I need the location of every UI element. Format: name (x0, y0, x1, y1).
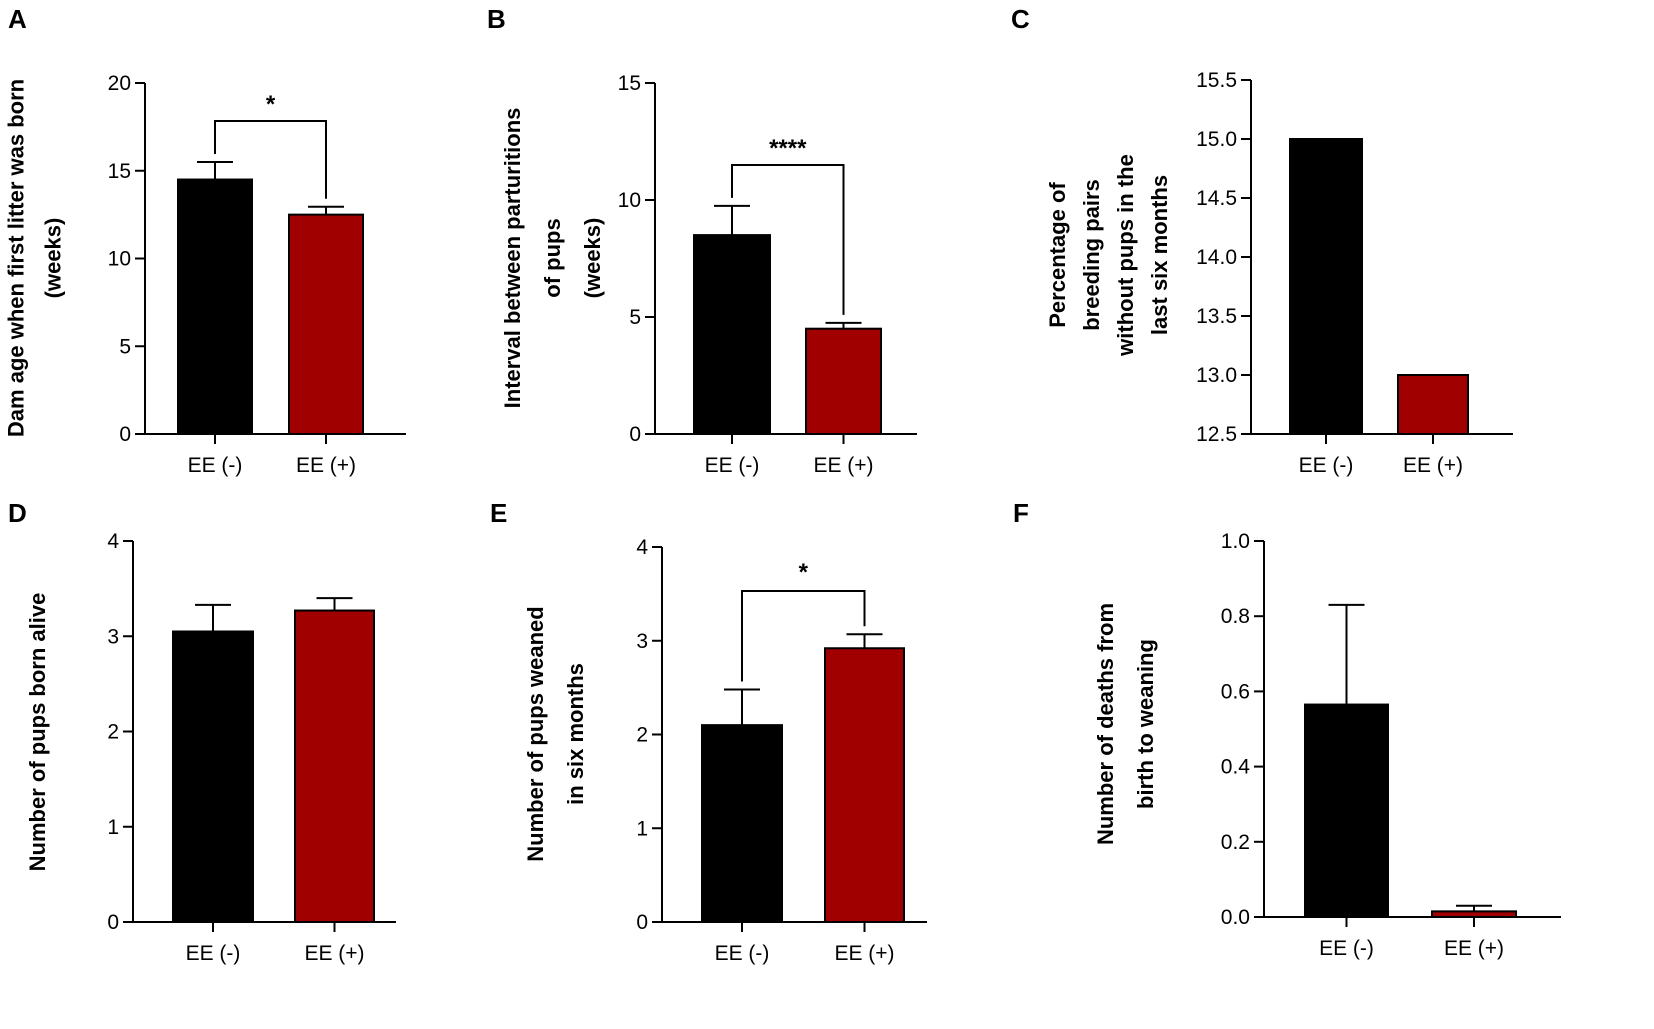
significance-label: **** (769, 135, 807, 162)
y-axis-label-line: in six months (563, 663, 588, 805)
bar-ee-plus (1397, 374, 1469, 435)
y-axis-label-line: last six months (1147, 175, 1172, 335)
bar-ee-minus (701, 724, 783, 923)
y-tick-label: 14.5 (1196, 187, 1237, 210)
panel-f: F 0.0 0.2 0.4 0.6 0.8 1.0 EE (-) EE (+) Number of… (1013, 498, 1561, 960)
y-tick-label: 13.5 (1196, 305, 1237, 328)
bar-ee-minus (693, 234, 771, 435)
y-axis-label: Percentage of breeding pairs without pups … (1045, 154, 1172, 357)
panel-e: E 0 1 2 3 4 EE (-) EE (+) * Number of pups weaned… (490, 498, 927, 965)
y-tick-label: 0.2 (1221, 831, 1250, 854)
bar-ee-plus (824, 647, 905, 923)
y-tick-label: 2 (636, 724, 648, 747)
y-tick-label: 20 (108, 72, 131, 95)
y-tick-label: 15.0 (1196, 128, 1237, 151)
x-tick-label: EE (-) (705, 454, 760, 477)
y-tick-label: 5 (629, 306, 641, 329)
bar-ee-minus (172, 630, 254, 923)
y-axis-label-line: Percentage of (1045, 182, 1070, 328)
y-tick-label: 5 (119, 335, 131, 358)
y-tick-label: 1 (636, 817, 648, 840)
bar-ee-minus (1289, 138, 1363, 435)
panel-letter: F (1013, 498, 1029, 528)
y-axis-label: Interval between parturitions of pups (wee… (500, 108, 605, 409)
y-axis-label-line: of pups (540, 218, 565, 297)
y-tick-label: 10 (108, 248, 131, 271)
y-tick-label: 0.0 (1221, 906, 1250, 929)
y-axis-label: Number of deaths from birth to weaning (1093, 603, 1158, 845)
bar-ee-minus (177, 178, 253, 435)
x-tick-label: EE (+) (1403, 454, 1463, 477)
y-tick-label: 0 (629, 423, 641, 446)
bar-ee-plus (1431, 910, 1517, 918)
y-axis-label: Number of pups born alive (25, 593, 50, 872)
y-axis-label-line: breeding pairs (1079, 179, 1104, 331)
panel-letter: B (487, 4, 506, 34)
y-axis-label-line: without pups in the (1113, 154, 1138, 357)
y-tick-label: 0 (107, 911, 119, 934)
y-tick-label: 3 (636, 630, 648, 653)
significance-label: * (799, 559, 809, 586)
panel-letter: E (490, 498, 507, 528)
bar-ee-plus (288, 213, 364, 435)
y-axis-label-line: Number of deaths from (1093, 603, 1118, 845)
y-axis-label-line: (weeks) (41, 218, 66, 299)
y-axis-label-line: Number of pups born alive (25, 593, 50, 872)
y-tick-label: 2 (107, 721, 119, 744)
x-tick-label: EE (+) (296, 454, 356, 477)
y-tick-label: 4 (636, 536, 648, 559)
panel-letter: D (8, 498, 27, 528)
panel-letter: C (1011, 4, 1030, 34)
y-tick-label: 0.8 (1221, 605, 1250, 628)
y-tick-label: 1 (107, 816, 119, 839)
bar-ee-plus (805, 327, 882, 436)
y-tick-label: 10 (618, 189, 641, 212)
x-tick-label: EE (+) (834, 942, 894, 965)
significance-bracket (731, 164, 845, 315)
y-axis-label-line: Interval between parturitions (500, 108, 525, 409)
significance-bracket (214, 120, 327, 199)
y-tick-label: 0 (636, 911, 648, 934)
x-tick-label: EE (-) (188, 454, 243, 477)
x-tick-label: EE (-) (715, 942, 770, 965)
significance-label: * (266, 91, 276, 118)
x-tick-label: EE (-) (1299, 454, 1354, 477)
y-axis-label-line: birth to weaning (1133, 639, 1158, 809)
panel-a: A 0 5 10 15 20 EE (-) EE (+) * Dam age when first… (4, 4, 406, 477)
y-tick-label: 15.5 (1196, 69, 1237, 92)
panel-d: D 0 1 2 3 4 EE (-) EE (+) Number of pups born al… (8, 498, 396, 965)
bar-ee-minus (1304, 703, 1389, 918)
x-tick-label: EE (+) (304, 942, 364, 965)
y-tick-label: 15 (618, 72, 641, 95)
panel-c: C 12.5 13.0 13.5 14.0 14.5 15.0 15.5 EE (-) EE (+… (1011, 4, 1513, 477)
y-tick-label: 1.0 (1221, 530, 1250, 553)
y-axis-label-line: Dam age when first litter was born (4, 79, 29, 437)
y-tick-label: 14.0 (1196, 246, 1237, 269)
bar-ee-plus (294, 609, 375, 923)
y-axis-label-line: Number of pups weaned (523, 606, 548, 861)
y-tick-label: 3 (107, 625, 119, 648)
y-tick-label: 0 (119, 423, 131, 446)
y-axis-label: Number of pups weaned in six months (523, 606, 588, 861)
x-tick-label: EE (-) (186, 942, 241, 965)
y-axis-label-line: (weeks) (580, 218, 605, 299)
panel-b: B 0 5 10 15 EE (-) EE (+) **** Interval between … (487, 4, 917, 477)
y-axis-label: Dam age when first litter was born (weeks… (4, 79, 66, 437)
y-tick-label: 4 (107, 530, 119, 553)
x-tick-label: EE (-) (1319, 937, 1374, 960)
y-tick-label: 0.6 (1221, 680, 1250, 703)
x-tick-label: EE (+) (813, 454, 873, 477)
panel-letter: A (8, 4, 27, 34)
x-tick-label: EE (+) (1444, 937, 1504, 960)
significance-bracket (741, 590, 866, 682)
y-tick-label: 12.5 (1196, 423, 1237, 446)
y-tick-label: 15 (108, 160, 131, 183)
y-tick-label: 13.0 (1196, 364, 1237, 387)
y-tick-label: 0.4 (1221, 756, 1251, 779)
